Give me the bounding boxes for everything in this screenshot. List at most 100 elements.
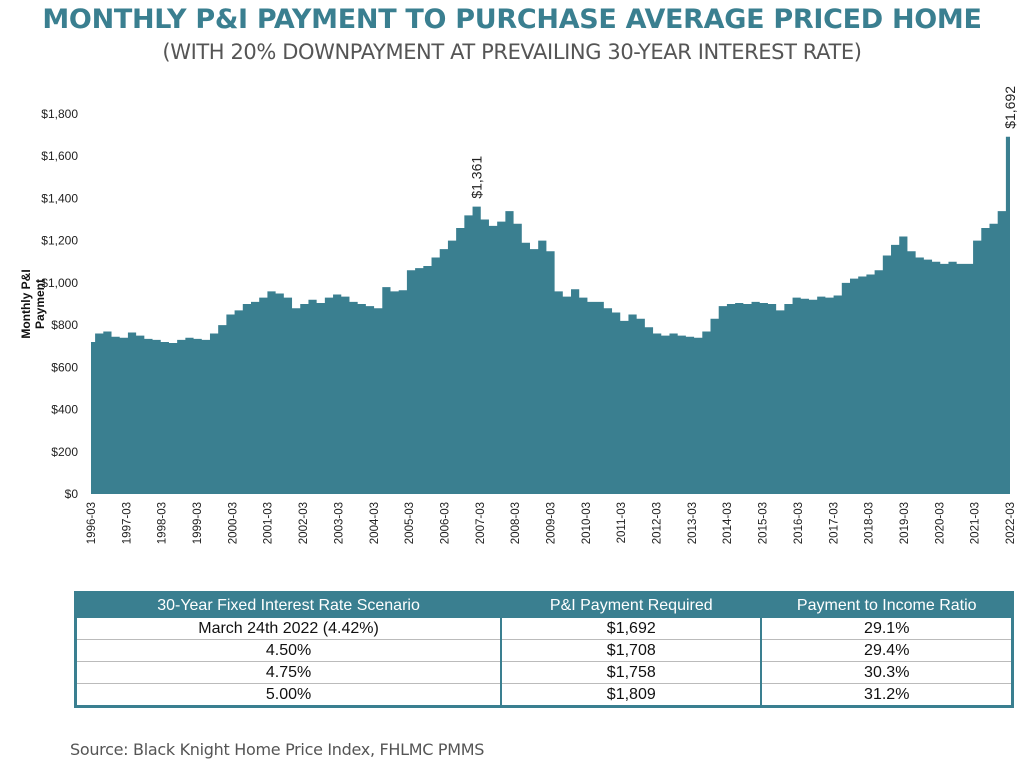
data-point [366, 306, 374, 494]
data-point [456, 228, 464, 494]
y-tick-label: $0 [65, 487, 79, 501]
data-point [292, 308, 300, 494]
ratio-cell: 29.4% [760, 639, 1013, 662]
data-point [390, 291, 398, 494]
data-point [169, 343, 177, 494]
data-point [243, 304, 251, 494]
rate-scenario-cell: 5.00% [265, 685, 312, 703]
data-point [440, 249, 448, 494]
ratio-cell: 31.2% [760, 683, 1013, 707]
data-point [579, 298, 587, 494]
x-tick-label: 2016-03 [793, 502, 805, 544]
x-axis: 1996-03 1997-03 1998-03 1999-03 2000-03 2001-… [86, 502, 1017, 544]
data-point [612, 312, 620, 494]
table-row: March 24th 2022 (4.42%) $1,692 29.1% [75, 618, 1013, 640]
data-point [809, 300, 817, 494]
table-row: 4.50% $1,708 29.4% [75, 639, 1013, 662]
data-point [481, 220, 489, 494]
data-point [235, 310, 243, 494]
data-point [399, 290, 407, 494]
x-tick-label: 2014-03 [722, 502, 734, 544]
y-axis-label: Monthly P&I Payment [19, 269, 47, 339]
data-point [194, 339, 202, 494]
data-point [686, 337, 694, 494]
ratio-cell: 30.3% [760, 661, 1013, 684]
data-point [259, 298, 267, 494]
data-point [120, 338, 128, 494]
y-tick-label: $600 [51, 360, 78, 374]
data-point [752, 302, 760, 494]
data-point [834, 296, 842, 494]
x-tick-label: 2002-03 [298, 502, 310, 544]
data-point [727, 304, 735, 494]
data-point [711, 319, 719, 494]
data-point [678, 336, 686, 494]
data-point [776, 310, 784, 494]
data-point [136, 336, 144, 494]
header-income-ratio: Payment to Income Ratio [760, 592, 1013, 618]
rate-scenario-cell: 4.50% [75, 639, 502, 662]
payment-cell: $1,758 [500, 661, 762, 684]
data-point [842, 283, 850, 494]
data-point [218, 325, 226, 494]
data-point [448, 241, 456, 494]
y-axis: $0 $200 $400 $600 $800 $1,000 $1,200 $1,400 $1,6… [41, 107, 78, 501]
data-point [653, 334, 661, 494]
data-point [374, 308, 382, 494]
data-point [497, 222, 505, 494]
data-point [415, 268, 423, 494]
data-point [144, 339, 152, 494]
x-tick-label: 1999-03 [192, 502, 204, 544]
data-point [407, 270, 415, 494]
data-point [628, 315, 636, 494]
data-point [177, 340, 185, 494]
data-point [333, 295, 341, 495]
data-point [226, 315, 234, 494]
data-point [358, 304, 366, 494]
payment-area [91, 136, 1010, 495]
x-tick-label: 2000-03 [227, 502, 239, 544]
x-tick-label: 2011-03 [616, 502, 628, 543]
data-point [317, 303, 325, 494]
data-point [637, 319, 645, 494]
data-point [940, 264, 948, 494]
x-tick-label: 2009-03 [546, 502, 558, 544]
x-tick-label: 1996-03 [86, 502, 98, 544]
data-point [932, 262, 940, 494]
data-point [563, 297, 571, 494]
x-tick-label: 2007-03 [475, 502, 487, 544]
data-point [899, 236, 907, 494]
x-tick-label: 1998-03 [157, 502, 169, 544]
x-tick-label: 2005-03 [404, 502, 416, 544]
payment-cell: $1,692 [500, 618, 762, 640]
x-tick-label: 2015-03 [758, 502, 770, 544]
table-header-row: 30-Year Fixed Interest Rate Scenario P&I… [75, 592, 1013, 618]
data-point [965, 264, 973, 494]
x-tick-label: 2008-03 [510, 502, 522, 544]
data-point [891, 245, 899, 494]
data-point [760, 303, 768, 494]
data-point [276, 293, 284, 494]
y-tick-label: $1,000 [41, 276, 78, 290]
data-point [981, 228, 989, 494]
data-point [916, 258, 924, 494]
data-point [202, 340, 210, 494]
x-tick-label: 2004-03 [369, 502, 381, 544]
data-point [128, 333, 136, 495]
chart-subtitle: (WITH 20% DOWNPAYMENT AT PREVAILING 30-Y… [162, 40, 862, 64]
data-point [522, 243, 530, 494]
data-label: $1,361 [469, 156, 485, 199]
data-point [702, 331, 710, 494]
rate-scenario-table: 30-Year Fixed Interest Rate Scenario P&I… [74, 591, 1014, 708]
data-point [432, 258, 440, 494]
x-tick-label: 1997-03 [121, 502, 133, 544]
data-point [382, 287, 390, 494]
x-tick-label: 2021-03 [970, 502, 982, 544]
x-tick-label: 2017-03 [828, 502, 840, 544]
rate-scenario-cell: March 24th 2022 (4.42%) [75, 618, 502, 640]
y-tick-label: $200 [51, 445, 78, 459]
x-tick-label: 2010-03 [581, 502, 593, 544]
data-point [604, 308, 612, 494]
payment-cell: $1,708 [500, 639, 762, 662]
data-point [546, 251, 554, 494]
